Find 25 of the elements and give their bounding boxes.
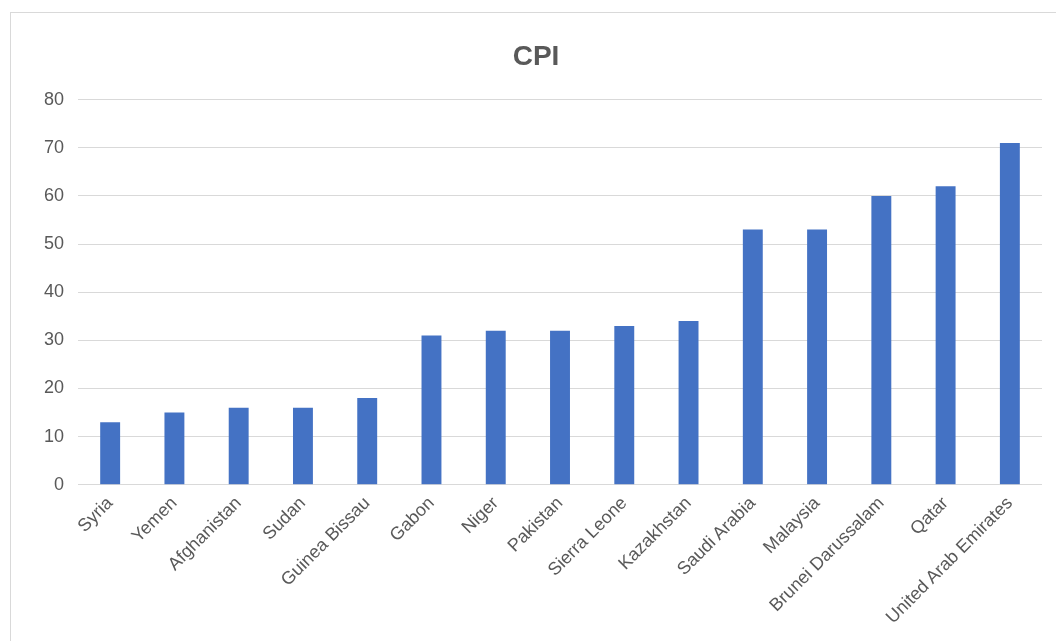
y-tick-label: 20 bbox=[43, 377, 65, 398]
bar bbox=[485, 330, 506, 485]
y-tick-label: 40 bbox=[43, 281, 65, 302]
bar bbox=[742, 229, 763, 485]
y-tick-label: 0 bbox=[54, 473, 65, 494]
bar bbox=[935, 186, 956, 485]
bar bbox=[100, 422, 121, 485]
y-tick-label: 60 bbox=[43, 184, 65, 205]
bar bbox=[550, 330, 570, 485]
bar bbox=[678, 321, 699, 485]
bar bbox=[999, 142, 1020, 485]
y-tick-label: 50 bbox=[43, 233, 65, 253]
bar bbox=[164, 412, 185, 485]
y-tick-label: 80 bbox=[43, 88, 65, 109]
y-tick-label: 10 bbox=[43, 425, 65, 446]
bar bbox=[807, 229, 828, 485]
bar bbox=[871, 195, 892, 485]
y-tick-label: 70 bbox=[43, 136, 65, 157]
bar bbox=[228, 407, 249, 485]
bar bbox=[614, 325, 635, 485]
bar bbox=[357, 398, 378, 485]
bar bbox=[421, 335, 442, 485]
bar bbox=[292, 407, 313, 485]
y-tick-label: 30 bbox=[43, 329, 65, 350]
chart-title: CPI bbox=[512, 39, 560, 71]
